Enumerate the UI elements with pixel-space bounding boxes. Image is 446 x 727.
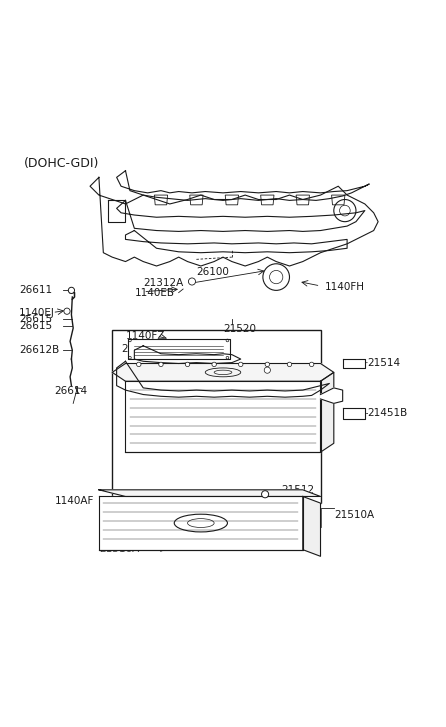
Text: 21510A: 21510A — [334, 510, 375, 520]
Text: 26611: 26611 — [19, 286, 52, 295]
Text: 1140FH: 1140FH — [325, 282, 365, 292]
Polygon shape — [99, 490, 321, 497]
Polygon shape — [116, 171, 369, 201]
Circle shape — [212, 362, 216, 366]
Polygon shape — [128, 339, 230, 359]
Text: 21312A: 21312A — [143, 278, 183, 288]
Circle shape — [239, 362, 243, 366]
Polygon shape — [125, 230, 347, 253]
Circle shape — [310, 362, 314, 366]
Text: 21514: 21514 — [367, 358, 400, 368]
Text: 21513A: 21513A — [259, 510, 300, 521]
Text: 21520: 21520 — [223, 324, 256, 334]
Polygon shape — [90, 177, 378, 266]
Polygon shape — [108, 199, 125, 222]
Polygon shape — [116, 361, 330, 397]
Text: 21516A: 21516A — [99, 544, 139, 554]
Bar — [112, 330, 321, 503]
Text: 1430JC: 1430JC — [272, 378, 309, 388]
Text: 21512: 21512 — [281, 485, 314, 495]
Circle shape — [136, 362, 141, 366]
Polygon shape — [321, 388, 343, 403]
Polygon shape — [134, 346, 241, 364]
Circle shape — [159, 362, 163, 366]
Text: 21451B: 21451B — [367, 408, 407, 418]
Polygon shape — [321, 372, 334, 452]
Text: (DOHC-GDI): (DOHC-GDI) — [24, 158, 99, 170]
Text: 1140EJ: 1140EJ — [19, 308, 55, 318]
Circle shape — [64, 308, 70, 314]
Text: 26612B: 26612B — [19, 345, 59, 356]
Polygon shape — [303, 497, 321, 556]
Text: 26614: 26614 — [54, 386, 88, 396]
Circle shape — [188, 278, 195, 285]
Text: 1140FZ: 1140FZ — [125, 331, 165, 341]
Circle shape — [261, 491, 268, 498]
Polygon shape — [343, 359, 365, 368]
Text: 22143A: 22143A — [121, 344, 161, 354]
Text: 1140EB: 1140EB — [134, 288, 174, 297]
Polygon shape — [116, 201, 365, 231]
Circle shape — [68, 287, 74, 294]
Text: 26615: 26615 — [19, 321, 52, 331]
Circle shape — [265, 362, 269, 366]
Text: 1140AF: 1140AF — [54, 496, 94, 506]
Circle shape — [186, 362, 190, 366]
Text: 26615: 26615 — [19, 314, 52, 324]
Text: 26100: 26100 — [196, 267, 229, 277]
Circle shape — [287, 362, 292, 366]
Polygon shape — [343, 408, 365, 419]
Circle shape — [264, 367, 270, 373]
Polygon shape — [99, 497, 303, 550]
Polygon shape — [125, 381, 321, 452]
Polygon shape — [112, 364, 334, 381]
